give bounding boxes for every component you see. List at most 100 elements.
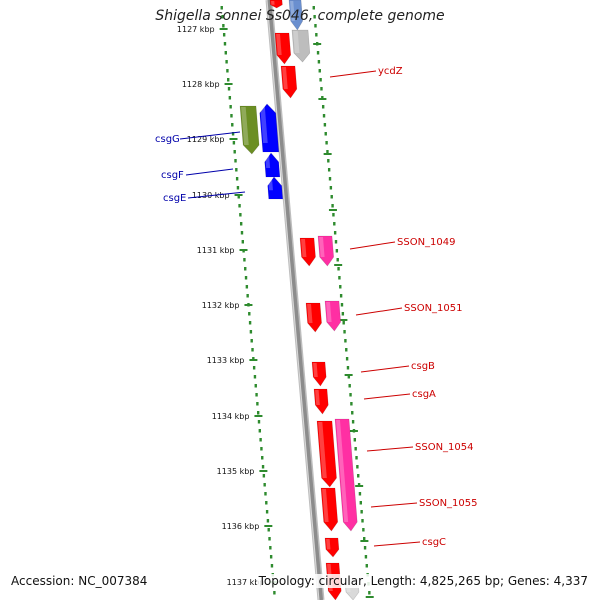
left-track-dot [252,357,255,361]
right-track-dot [328,177,332,181]
gene-arrow-olive-highlight [241,107,249,145]
gene-arrow-csgE [267,176,284,200]
left-track-dot [266,519,270,523]
left-track-dot [256,411,260,415]
left-track-dot [258,429,262,433]
gene-arrow-highlight [301,239,307,257]
left-track-dot [222,33,226,37]
left-track-dot [227,87,231,91]
scale-tick-label: 1132 kbp [202,301,240,310]
gene-label-sson_1055: SSON_1055 [419,498,478,509]
gene-label-csgc: csgC [422,537,446,548]
gene-label-csgg: csgG [155,134,180,145]
right-track-dot [346,366,350,370]
left-track-dot [261,465,265,469]
left-track-dot [262,474,266,478]
left-track-dot [232,141,236,145]
right-track-dot [357,483,361,487]
left-track-dot [265,501,268,505]
right-track-dot [324,132,327,136]
right-track-dot [330,195,333,199]
right-track-dot [322,114,326,118]
gene-arrow-csgC [324,537,340,558]
gene-arrow-top-blue-partial-highlight [290,1,295,21]
scale-tick-label: 1128 kbp [182,80,220,89]
gene-label-ycdz: ycdZ [378,66,403,77]
left-track-dot [235,168,238,172]
gene-arrow-olive [239,105,260,155]
scale-tick-label: 1131 kbp [197,246,235,255]
left-track-dot [265,510,269,514]
gene-arrow-ycdZ [280,65,298,99]
right-track-dot [361,519,364,523]
right-track-dot [323,123,327,127]
gene-arrow-highlight [322,489,329,522]
scale-tick-label: 1137 kbp [227,578,265,587]
right-track-dot [341,312,345,316]
label-leader-line [363,393,411,400]
gene-arrow-csgA-highlight [315,390,320,405]
gene-arrow-ycdZ-highlight [282,67,288,89]
left-track-dot [255,393,258,397]
right-track-dot [321,105,325,109]
right-track-dot [362,528,365,532]
right-track-dot [343,330,346,334]
gene-arrow-SSON_1055 [334,418,358,532]
right-track-dot [335,249,339,253]
label-leader-line [366,446,414,452]
accession-label: Accession: NC_007384 [9,574,150,588]
gene-arrow-csgF [264,152,281,178]
left-track-dot [260,447,263,451]
left-track-dot [239,213,242,217]
gene-arrow-SSON_1054-highlight [318,422,327,478]
scale-tick-label: 1127 kbp [177,25,215,34]
left-track-dot [241,240,244,244]
right-track-dot [336,258,339,262]
left-track-dot [273,591,276,595]
left-track-dot [228,96,232,100]
left-track-dot [268,537,271,541]
gene-arrow-csgG-highlight [260,105,268,143]
right-track-dot [337,267,340,271]
right-track-dot [365,564,368,568]
right-track-dot [344,339,347,343]
left-track-dot [222,24,225,28]
left-track-dot [248,321,252,325]
scale-tick-label: 1135 kbp [217,467,255,476]
right-track-dot [326,150,329,154]
gene-arrow [320,487,339,532]
left-track-dot [269,546,272,550]
gene-arrow [274,32,292,65]
left-track-dot [220,6,223,10]
right-track-dot [347,375,351,379]
genome-summary: Topology: circular, Length: 4,825,265 bp… [256,574,590,588]
gene-label-csgf: csgF [161,170,184,181]
left-track-dot [235,177,239,181]
left-track-dot [238,204,241,208]
left-track-dot [257,420,261,424]
gene-arrow [305,302,322,333]
left-track-dot [244,267,247,271]
right-track-dot [350,402,353,406]
right-track-dot [348,384,351,388]
right-track-dot [351,420,355,424]
right-track-dot [319,78,322,82]
right-track-dot [338,276,341,280]
right-track-dot [363,537,366,541]
right-track-dot [327,168,331,172]
right-track-dot [364,555,368,559]
gene-label-sson_1054: SSON_1054 [415,442,474,453]
right-track-dot [317,60,321,64]
label-leader-line [370,502,418,508]
scale-tick-label: 1133 kbp [207,356,245,365]
gene-arrow-highlight [276,34,282,55]
label-leader-line [355,307,403,316]
left-track-dot [244,276,248,280]
gene-arrow-csgF-highlight [265,154,271,168]
left-track-dot [240,231,244,235]
left-track-dot [236,186,240,190]
right-track-dot [325,141,328,145]
right-track-dot [316,51,320,55]
left-track-dot [250,339,253,343]
